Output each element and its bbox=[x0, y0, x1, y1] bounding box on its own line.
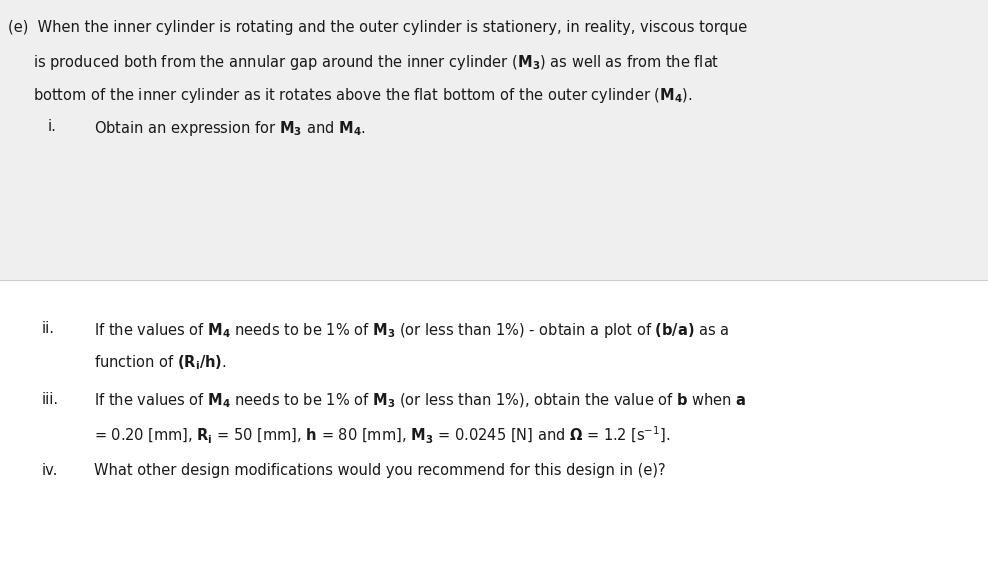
Text: ii.: ii. bbox=[41, 321, 54, 336]
Text: bottom of the inner cylinder as it rotates above the flat bottom of the outer cy: bottom of the inner cylinder as it rotat… bbox=[33, 86, 693, 106]
Bar bbox=[0, 0, 988, 280]
Text: iv.: iv. bbox=[41, 463, 58, 478]
Text: Obtain an expression for $\mathbf{M_3}$ and $\mathbf{M_4}$.: Obtain an expression for $\mathbf{M_3}$ … bbox=[94, 119, 366, 139]
Text: = 0.20 [mm], $\mathbf{R_i}$ = 50 [mm], $\mathbf{h}$ = 80 [mm], $\mathbf{M_3}$ = : = 0.20 [mm], $\mathbf{R_i}$ = 50 [mm], $… bbox=[94, 425, 670, 446]
Text: function of $\mathbf{(R_i / h)}$.: function of $\mathbf{(R_i / h)}$. bbox=[94, 354, 226, 372]
Text: If the values of $\mathbf{M_4}$ needs to be 1% of $\mathbf{M_3}$ (or less than 1: If the values of $\mathbf{M_4}$ needs to… bbox=[94, 321, 729, 340]
Text: (e)  When the inner cylinder is rotating and the outer cylinder is stationery, i: (e) When the inner cylinder is rotating … bbox=[8, 20, 747, 35]
Text: iii.: iii. bbox=[41, 392, 58, 407]
Text: If the values of $\mathbf{M_4}$ needs to be 1% of $\mathbf{M_3}$ (or less than 1: If the values of $\mathbf{M_4}$ needs to… bbox=[94, 392, 746, 410]
Text: What other design modifications would you recommend for this design in (e)?: What other design modifications would yo… bbox=[94, 463, 666, 478]
Text: is produced both from the annular gap around the inner cylinder ($\mathbf{M_3}$): is produced both from the annular gap ar… bbox=[33, 53, 719, 72]
Text: i.: i. bbox=[47, 119, 56, 135]
